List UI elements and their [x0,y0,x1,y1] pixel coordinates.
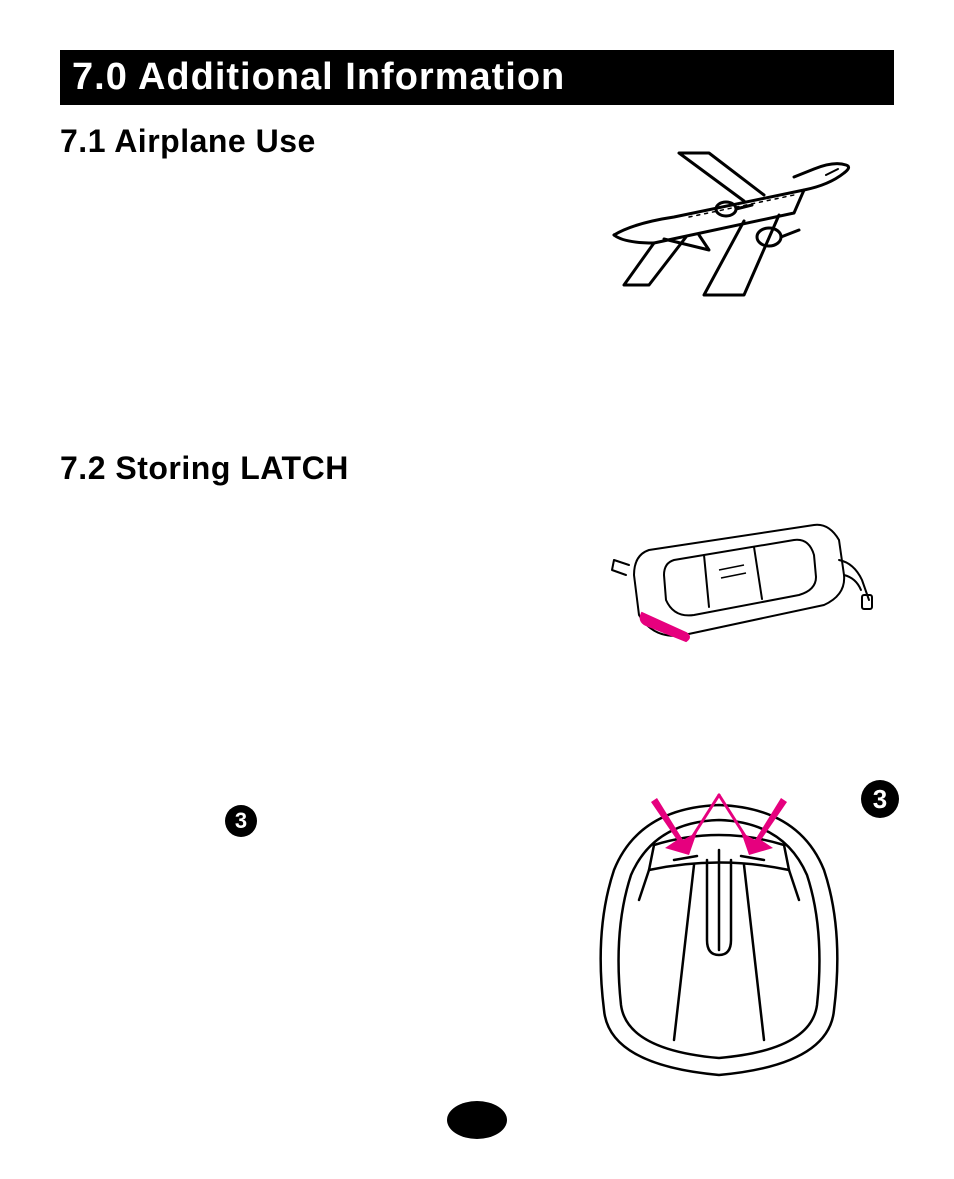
manual-page: 7.0 Additional Information 7.1 Airplane … [0,0,954,1179]
carseat-topview-icon [579,790,859,1080]
subsection-storing-latch: 7.2 Storing LATCH [60,450,894,487]
airplane-icon [594,135,874,305]
page-number-oval [447,1101,507,1139]
step-number-inline: 3 [225,805,257,837]
step-number-figure: 3 [861,780,899,818]
carseat-base-icon [594,505,874,675]
section-header: 7.0 Additional Information [60,50,894,105]
